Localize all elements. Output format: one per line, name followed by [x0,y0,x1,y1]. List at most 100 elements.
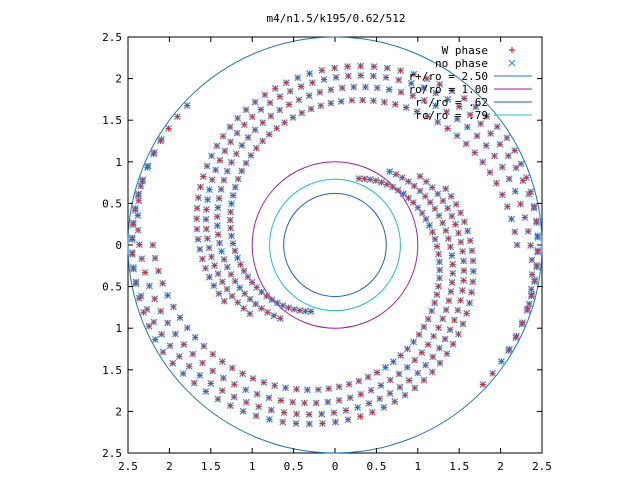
w-phase-point-63 [399,174,406,181]
w-phase-point-411 [496,141,503,148]
w-phase-point-330 [245,134,252,141]
w-phase-point-6 [389,184,396,191]
w-phase-point-364 [528,286,535,293]
w-phase-point-355 [499,164,506,171]
w-phase-point-82 [439,315,446,322]
w-phase-point-132 [459,248,466,255]
w-phase-point-139 [451,317,458,324]
w-phase-point-239 [150,150,157,157]
w-phase-point-365 [526,300,533,307]
w-phase-point-207 [380,404,387,411]
w-phase-point-472 [523,174,530,181]
w-phase-point-333 [267,113,274,120]
w-phase-point-335 [286,101,293,108]
w-phase-point-437 [194,205,201,212]
w-phase-point-295 [463,140,470,147]
w-phase-point-231 [130,266,137,273]
w-phase-point-342 [362,83,369,90]
w-phase-point-166 [176,353,183,360]
w-phase-point-126 [439,197,446,204]
w-phase-point-407 [456,103,463,110]
w-phase-point-164 [196,372,203,379]
legend-marker [509,47,515,53]
w-phase-point-371 [219,278,226,285]
w-phase-point-24 [431,299,438,306]
w-phase-point-470 [511,147,518,154]
w-phase-point-144 [422,362,429,369]
w-phase-point-401 [383,74,390,81]
w-phase-point-366 [246,310,253,317]
w-phase-point-192 [470,268,477,275]
w-phase-point-196 [463,310,470,317]
w-phase-point-258 [237,261,244,268]
w-phase-point-485 [498,358,505,365]
w-phase-point-2 [367,176,374,183]
w-phase-point-222 [191,380,198,387]
w-phase-point-216 [266,416,273,423]
w-phase-point-212 [319,420,326,427]
w-phase-point-273 [253,145,260,152]
w-phase-point-85 [425,341,432,348]
w-phase-point-195 [466,299,473,306]
w-phase-point-256 [244,273,251,280]
w-phase-point-26 [425,316,432,323]
w-phase-point-9 [405,194,412,201]
w-phase-point-77 [449,270,456,277]
w-phase-point-475 [533,217,540,224]
w-phase-point-454 [318,67,325,74]
w-phase-point-106 [209,367,216,374]
w-phase-point-119 [134,212,141,219]
w-phase-point-406 [444,96,451,103]
w-phase-point-244 [307,308,314,315]
w-phase-point-229 [136,295,143,302]
w-phase-point-122 [417,173,424,180]
w-phase-point-64 [405,178,412,185]
w-phase-point-42 [293,386,300,393]
w-phase-point-294 [454,132,461,139]
w-phase-point-221 [202,388,209,395]
w-phase-point-234 [130,221,137,228]
w-phase-point-156 [293,410,300,417]
w-phase-point-279 [298,109,305,116]
w-phase-point-262 [228,232,235,239]
w-phase-point-36 [355,378,362,385]
w-phase-point-321 [214,213,221,220]
w-phase-point-352 [474,132,481,139]
w-phase-point-142 [436,345,443,352]
w-phase-point-326 [224,168,231,175]
w-phase-point-281 [317,102,324,109]
w-phase-point-60 [149,242,156,248]
w-phase-point-477 [534,247,541,254]
w-phase-point-332 [259,119,266,126]
w-phase-point-99 [289,399,296,406]
w-phase-point-91 [377,382,384,389]
w-phase-point-39 [325,385,332,392]
w-phase-point-210 [345,416,352,423]
w-phase-point-138 [454,307,461,314]
w-phase-point-62 [393,171,400,178]
w-phase-point-148 [387,390,394,397]
w-phase-point-308 [258,305,265,312]
w-phase-point-387 [234,130,241,137]
w-phase-point-440 [200,173,207,180]
w-phase-point-479 [531,276,538,283]
w-phase-point-206 [391,398,398,405]
w-phase-point-189 [467,237,474,244]
w-phase-point-360 [525,228,532,235]
w-phase-point-331 [252,126,259,133]
w-phase-point-137 [457,297,464,304]
w-phase-point-323 [216,195,223,202]
w-phase-point-408 [467,111,474,118]
w-phase-point-162 [219,387,226,394]
w-phase-point-65 [411,182,418,189]
w-phase-point-52 [192,334,199,341]
w-phase-point-412 [505,152,512,159]
w-phase-point-310 [247,296,254,303]
w-phase-point-213 [306,420,313,427]
w-phase-point-433 [196,246,203,253]
w-phase-point-280 [308,105,315,112]
w-phase-point-70 [435,212,442,219]
w-phase-point-81 [443,306,450,313]
w-phase-point-284 [348,97,355,104]
w-phase-point-183 [442,185,449,192]
